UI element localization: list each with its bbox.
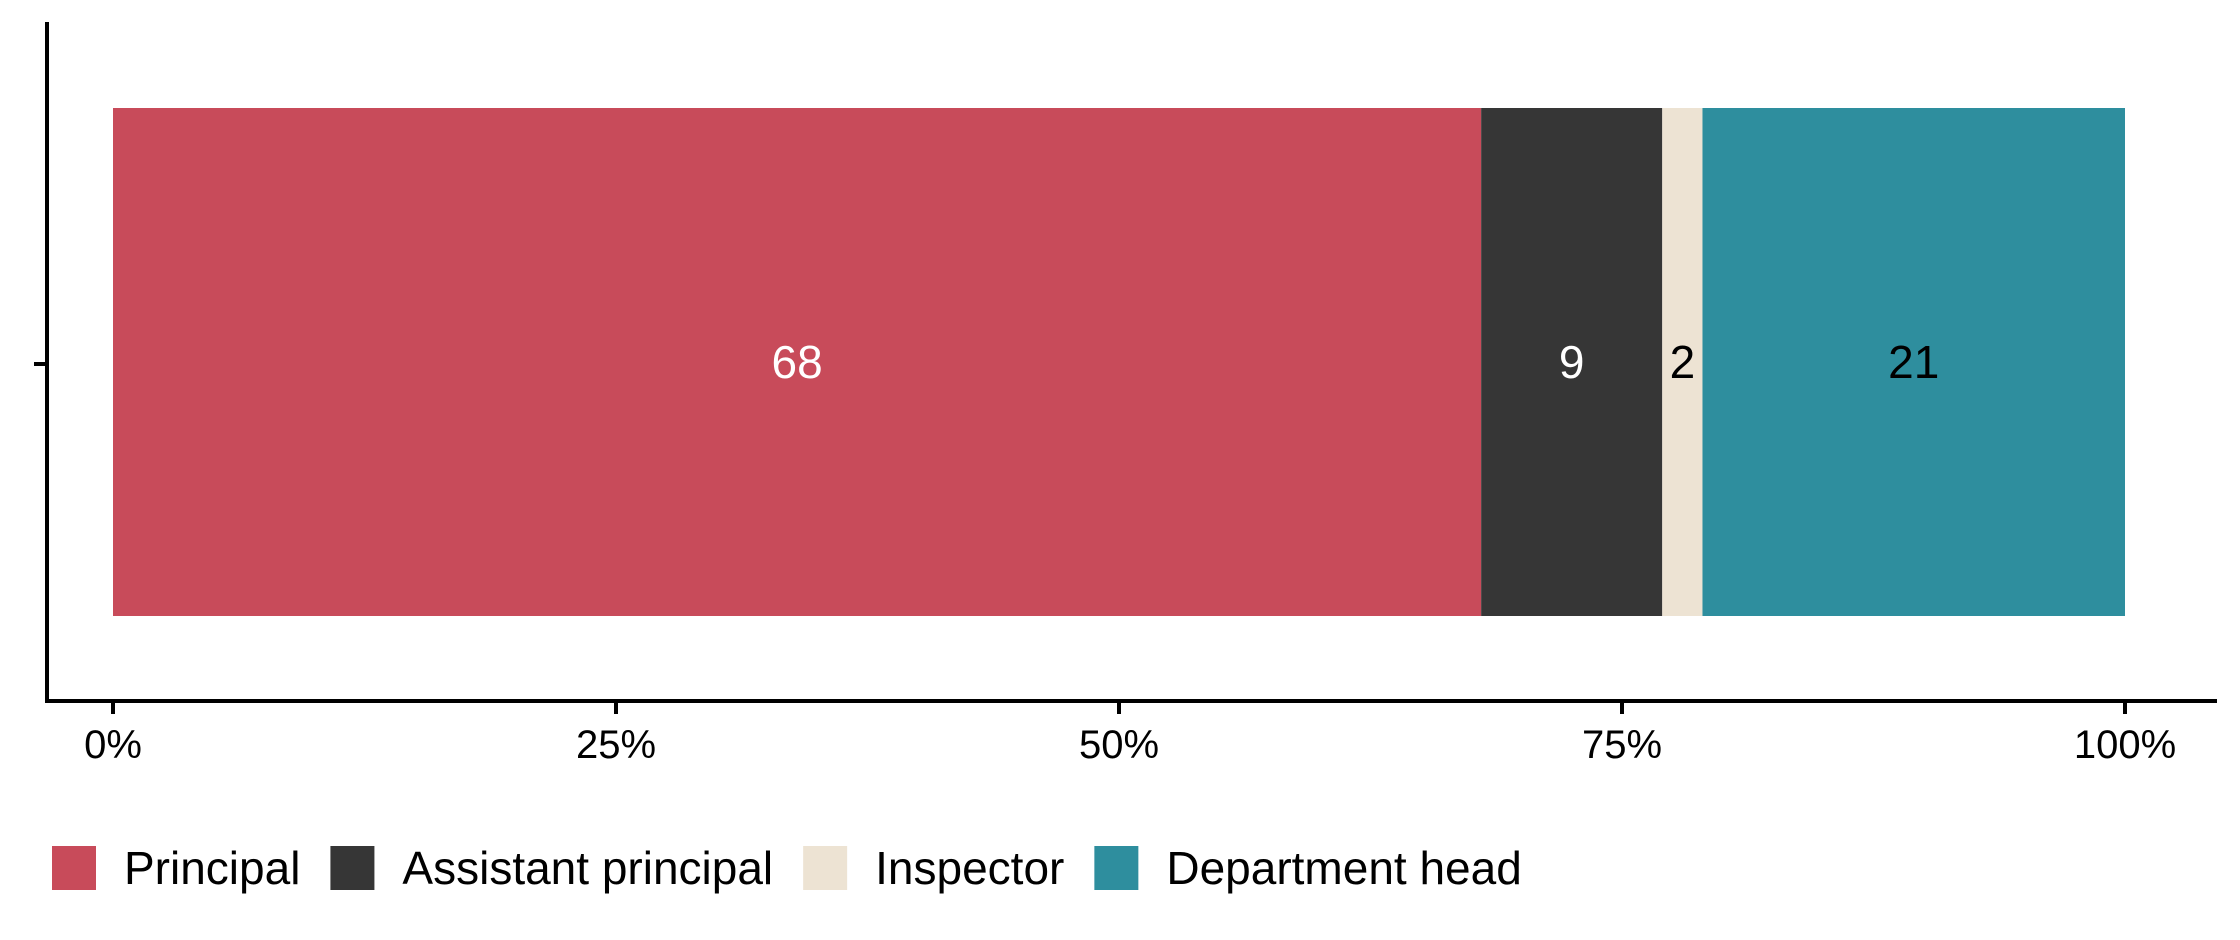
x-tick-label: 100% — [2074, 723, 2176, 767]
bar-segment-principal — [113, 108, 1482, 616]
bar-segments — [113, 108, 2125, 616]
legend-key-principal — [52, 846, 96, 890]
data-label-department-head: 21 — [1888, 336, 1939, 388]
data-label-assistant-principal: 9 — [1559, 336, 1585, 388]
legend-label-assistant-principal: Assistant principal — [402, 842, 773, 894]
data-label-principal: 68 — [771, 336, 822, 388]
legend-key-assistant-principal — [330, 846, 375, 890]
legend: Principal Assistant principal Inspector Dep… — [52, 842, 1522, 894]
x-tick-label: 75% — [1582, 723, 1662, 767]
x-tick-label: 0% — [84, 723, 142, 767]
legend-label-inspector: Inspector — [875, 842, 1064, 894]
bar-segment-department-head — [1702, 108, 2125, 616]
legend-label-principal: Principal — [124, 842, 300, 894]
x-tick-label: 25% — [576, 723, 656, 767]
data-labels: 68 9 2 21 — [771, 336, 1939, 388]
x-tick-label: 50% — [1079, 723, 1159, 767]
x-axis-ticks: 0% 25% 50% 75% 100% — [84, 701, 2176, 767]
legend-label-department-head: Department head — [1166, 842, 1521, 894]
data-label-inspector: 2 — [1670, 336, 1696, 388]
bar-segment-inspector — [1662, 108, 1703, 616]
bar-segment-assistant-principal — [1481, 108, 1663, 616]
legend-key-department-head — [1094, 846, 1139, 890]
legend-key-inspector — [803, 846, 848, 890]
